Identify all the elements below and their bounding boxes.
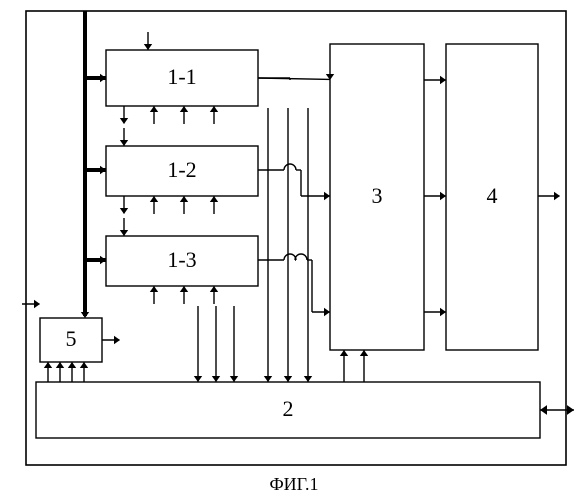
svg-text:ФИГ.1: ФИГ.1 xyxy=(269,474,318,494)
svg-text:1-3: 1-3 xyxy=(167,247,196,272)
svg-text:4: 4 xyxy=(487,183,498,208)
svg-text:2: 2 xyxy=(283,396,294,421)
svg-text:3: 3 xyxy=(372,183,383,208)
svg-text:1-2: 1-2 xyxy=(167,157,196,182)
svg-text:1-1: 1-1 xyxy=(167,64,196,89)
svg-text:5: 5 xyxy=(66,326,77,351)
